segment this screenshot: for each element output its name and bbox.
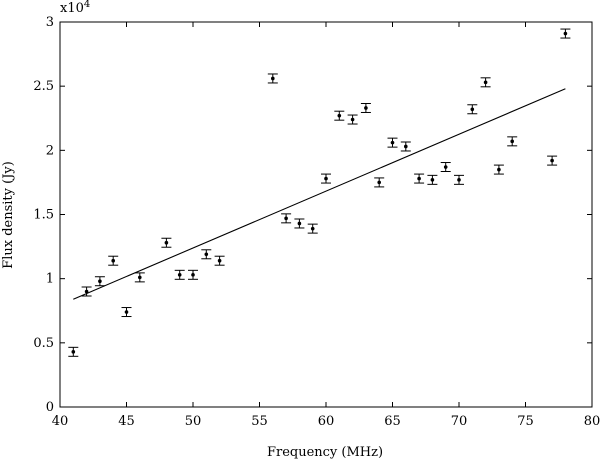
data-point — [98, 279, 102, 284]
data-point — [284, 216, 288, 221]
data-point — [470, 107, 475, 112]
x-tick-label: 45 — [118, 414, 135, 429]
y-tick-label: 0.5 — [33, 336, 54, 351]
y-multiplier-exponent: 4 — [84, 0, 90, 10]
x-tick-label: 70 — [451, 414, 468, 429]
data-point — [271, 76, 275, 81]
x-tick-label: 80 — [584, 414, 600, 429]
x-tick-label: 75 — [517, 414, 534, 429]
y-tick-label: 2 — [46, 143, 54, 158]
data-point — [417, 176, 421, 181]
data-point — [350, 117, 355, 122]
data-point — [443, 165, 448, 169]
data-point — [404, 144, 408, 149]
x-axis: 40 45 50 55 60 65 70 75 80 — [52, 22, 600, 429]
data-point — [164, 240, 169, 245]
data-point — [337, 113, 342, 118]
data-point — [563, 31, 568, 36]
data-points — [71, 31, 568, 354]
y-axis: 0 0.5 1 1.5 2 2.5 3 — [33, 15, 592, 415]
x-tick-label: 55 — [251, 414, 268, 429]
data-point — [71, 350, 76, 354]
x-axis-title: Frequency (MHz) — [267, 445, 383, 460]
y-tick-label: 0 — [46, 400, 54, 415]
data-point — [483, 80, 488, 85]
trend-line-group — [73, 88, 566, 300]
data-point — [84, 289, 89, 294]
data-point — [124, 310, 129, 314]
plot-axes — [59, 21, 593, 408]
data-point — [430, 178, 435, 182]
data-point — [138, 275, 142, 280]
error-bars — [68, 28, 571, 357]
data-point — [324, 176, 328, 181]
data-point — [510, 139, 514, 144]
y-tick-label: 3 — [46, 15, 54, 30]
x-tick-label: 40 — [52, 414, 69, 429]
data-point — [310, 226, 315, 231]
y-tick-label: 1 — [46, 272, 54, 287]
y-tick-label: 2.5 — [33, 79, 54, 94]
data-point — [457, 178, 461, 182]
data-point — [177, 273, 182, 277]
data-point — [204, 252, 209, 257]
data-point — [390, 140, 395, 145]
x-tick-label: 60 — [318, 414, 335, 429]
data-point — [191, 273, 195, 277]
data-point — [550, 158, 554, 163]
data-point — [111, 258, 115, 263]
plot-frame — [59, 21, 593, 408]
trend-line — [73, 88, 566, 300]
y-multiplier-base: x10 — [60, 1, 84, 16]
data-point — [297, 221, 302, 226]
data-point — [217, 258, 222, 263]
data-point — [497, 167, 501, 172]
data-point — [377, 180, 382, 185]
x-tick-label: 65 — [384, 414, 401, 429]
y-tick-label: 1.5 — [33, 208, 54, 223]
data-point — [364, 106, 368, 110]
y-multiplier-label: x104 — [60, 0, 90, 16]
x-tick-label: 50 — [185, 414, 202, 429]
y-axis-title: Flux density (Jy) — [1, 161, 16, 269]
